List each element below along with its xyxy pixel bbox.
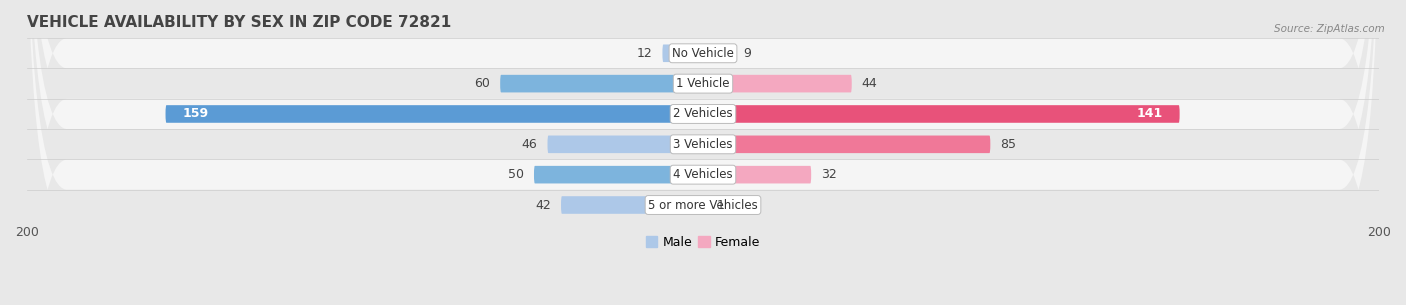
Text: 50: 50 <box>508 168 524 181</box>
FancyBboxPatch shape <box>547 135 703 153</box>
Legend: Male, Female: Male, Female <box>641 231 765 254</box>
FancyBboxPatch shape <box>27 0 1379 305</box>
FancyBboxPatch shape <box>703 196 706 214</box>
Text: 42: 42 <box>536 199 551 211</box>
FancyBboxPatch shape <box>166 105 703 123</box>
Text: VEHICLE AVAILABILITY BY SEX IN ZIP CODE 72821: VEHICLE AVAILABILITY BY SEX IN ZIP CODE … <box>27 15 451 30</box>
FancyBboxPatch shape <box>561 196 703 214</box>
Text: 159: 159 <box>183 107 208 120</box>
Text: Source: ZipAtlas.com: Source: ZipAtlas.com <box>1274 24 1385 34</box>
Text: 141: 141 <box>1136 107 1163 120</box>
FancyBboxPatch shape <box>703 45 734 62</box>
Text: 46: 46 <box>522 138 537 151</box>
Text: 60: 60 <box>474 77 491 90</box>
FancyBboxPatch shape <box>27 0 1379 305</box>
Text: 1: 1 <box>717 199 724 211</box>
Text: 4 Vehicles: 4 Vehicles <box>673 168 733 181</box>
Text: 5 or more Vehicles: 5 or more Vehicles <box>648 199 758 211</box>
FancyBboxPatch shape <box>534 166 703 184</box>
FancyBboxPatch shape <box>501 75 703 92</box>
FancyBboxPatch shape <box>27 0 1379 305</box>
FancyBboxPatch shape <box>703 135 990 153</box>
Text: 1 Vehicle: 1 Vehicle <box>676 77 730 90</box>
FancyBboxPatch shape <box>703 166 811 184</box>
Text: 85: 85 <box>1001 138 1017 151</box>
Text: 12: 12 <box>637 47 652 60</box>
FancyBboxPatch shape <box>703 75 852 92</box>
Text: 9: 9 <box>744 47 751 60</box>
Text: 3 Vehicles: 3 Vehicles <box>673 138 733 151</box>
Text: 32: 32 <box>821 168 837 181</box>
Text: 44: 44 <box>862 77 877 90</box>
FancyBboxPatch shape <box>703 105 1180 123</box>
Text: 2 Vehicles: 2 Vehicles <box>673 107 733 120</box>
FancyBboxPatch shape <box>27 0 1379 305</box>
Text: No Vehicle: No Vehicle <box>672 47 734 60</box>
FancyBboxPatch shape <box>27 0 1379 305</box>
FancyBboxPatch shape <box>662 45 703 62</box>
FancyBboxPatch shape <box>27 0 1379 305</box>
